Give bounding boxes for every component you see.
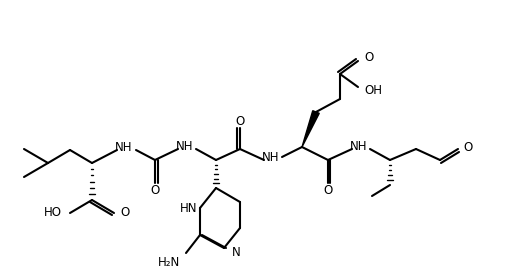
Text: H₂N: H₂N xyxy=(158,256,180,269)
Text: O: O xyxy=(120,207,129,220)
Text: HO: HO xyxy=(44,207,62,220)
Text: NH: NH xyxy=(350,139,368,153)
Text: O: O xyxy=(235,115,245,127)
Text: NH: NH xyxy=(262,151,280,164)
Polygon shape xyxy=(302,111,319,147)
Text: O: O xyxy=(323,183,333,197)
Text: HN: HN xyxy=(180,202,197,214)
Text: O: O xyxy=(151,183,160,197)
Text: O: O xyxy=(364,50,373,64)
Text: OH: OH xyxy=(364,83,382,97)
Text: O: O xyxy=(463,141,472,153)
Text: NH: NH xyxy=(115,141,132,153)
Text: N: N xyxy=(232,246,241,260)
Text: NH: NH xyxy=(176,139,194,153)
